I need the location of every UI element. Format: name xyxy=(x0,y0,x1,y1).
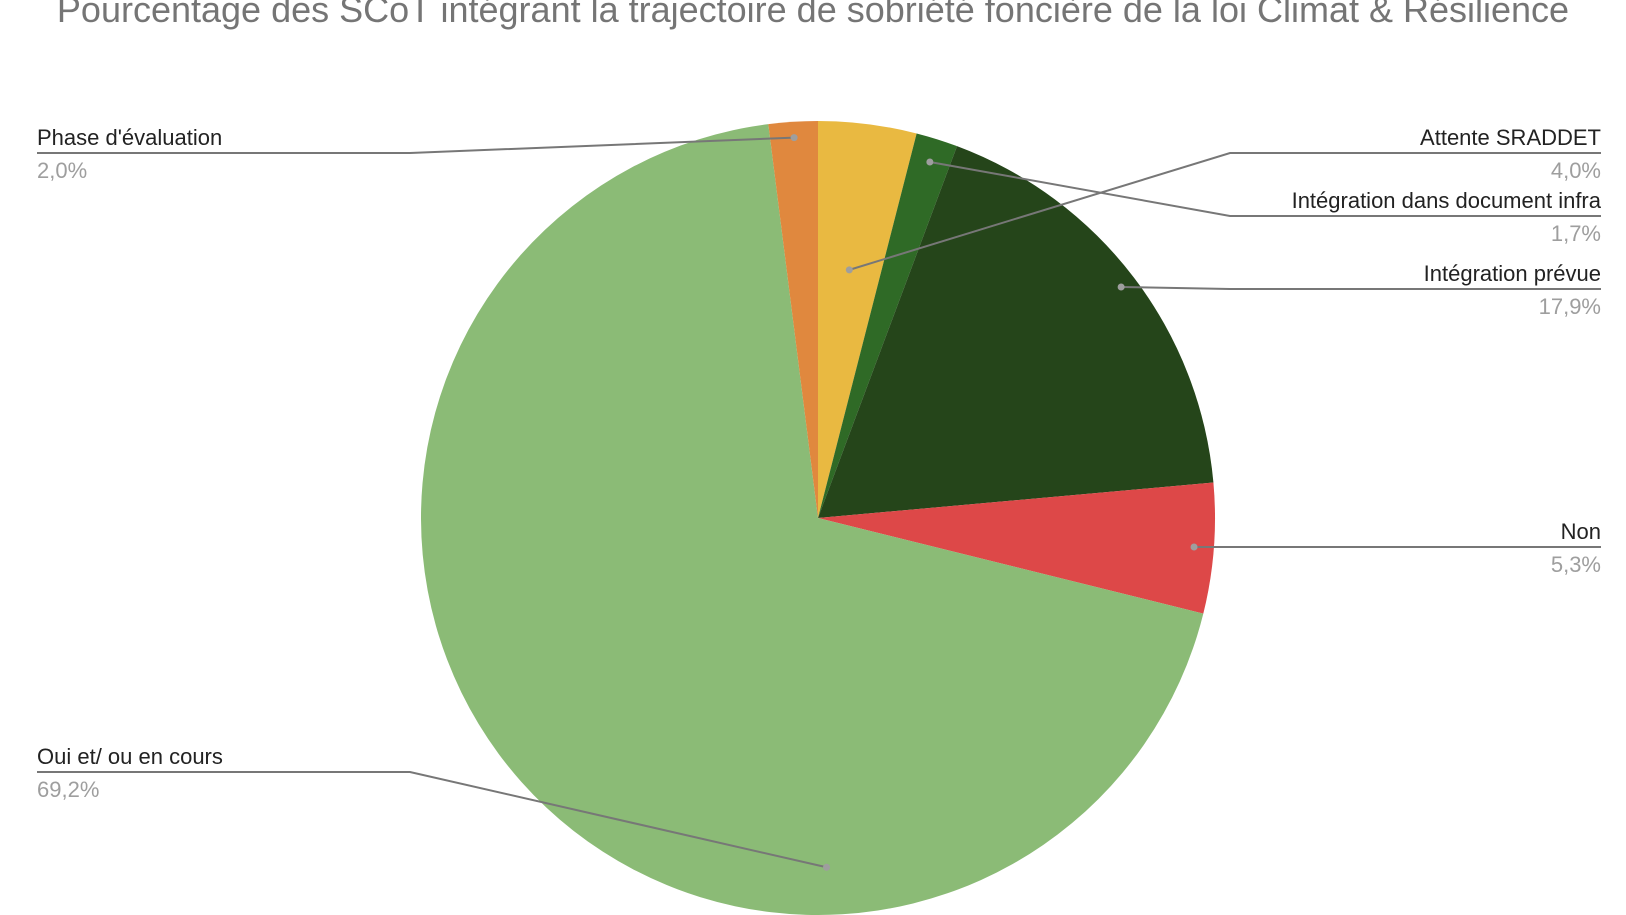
leader-dot-phase-d-evaluation xyxy=(790,134,798,142)
slice-value-attente-sraddet: 4,0% xyxy=(1551,158,1601,183)
pie-slice-integration-dans-document-infra xyxy=(818,133,958,519)
slice-value-non: 5,3% xyxy=(1551,552,1601,577)
slice-value-phase-d-evaluation: 2,0% xyxy=(37,158,87,183)
leader-dot-integration-prevue xyxy=(1117,283,1125,291)
slice-label-attente-sraddet: Attente SRADDET xyxy=(1420,125,1601,150)
leader-dot-non xyxy=(1190,543,1198,551)
slice-label-integration-dans-document-infra: Intégration dans document infra xyxy=(1292,188,1602,213)
leader-dot-oui-et-ou-en-cours xyxy=(823,863,831,871)
leader-dot-attente-sraddet xyxy=(845,266,853,274)
slice-value-oui-et-ou-en-cours: 69,2% xyxy=(37,777,99,802)
leader-line-phase-d-evaluation xyxy=(37,136,795,154)
pie-slice-attente-sraddet xyxy=(818,121,917,518)
leader-line-integration-prevue xyxy=(1121,285,1601,290)
leader-lines xyxy=(37,134,1601,871)
slice-label-phase-d-evaluation: Phase d'évaluation xyxy=(37,125,222,150)
pie-slice-phase-d-evaluation xyxy=(768,121,818,518)
slice-label-non: Non xyxy=(1561,519,1601,544)
pie-slice-oui-et-ou-en-cours xyxy=(421,124,1204,915)
pie-slice-integration-prevue xyxy=(818,146,1214,518)
leader-line-integration-dans-document-infra xyxy=(929,160,1601,217)
pie-slices xyxy=(421,121,1215,915)
leader-dot-integration-dans-document-infra xyxy=(926,158,934,166)
slice-label-integration-prevue: Intégration prévue xyxy=(1424,261,1601,286)
slice-label-oui-et-ou-en-cours: Oui et/ ou en cours xyxy=(37,744,223,769)
pie-slice-non xyxy=(818,482,1215,614)
chart-title: Pourcentage des SCoT intégrant la trajec… xyxy=(56,0,1570,30)
slice-labels: Attente SRADDET 4,0% Intégration dans docu… xyxy=(37,125,1602,802)
leader-line-attente-sraddet xyxy=(849,152,1601,271)
slice-value-integration-prevue: 17,9% xyxy=(1539,294,1601,319)
leader-line-oui-et-ou-en-cours xyxy=(37,771,827,869)
slice-value-integration-dans-document-infra: 1,7% xyxy=(1551,221,1601,246)
